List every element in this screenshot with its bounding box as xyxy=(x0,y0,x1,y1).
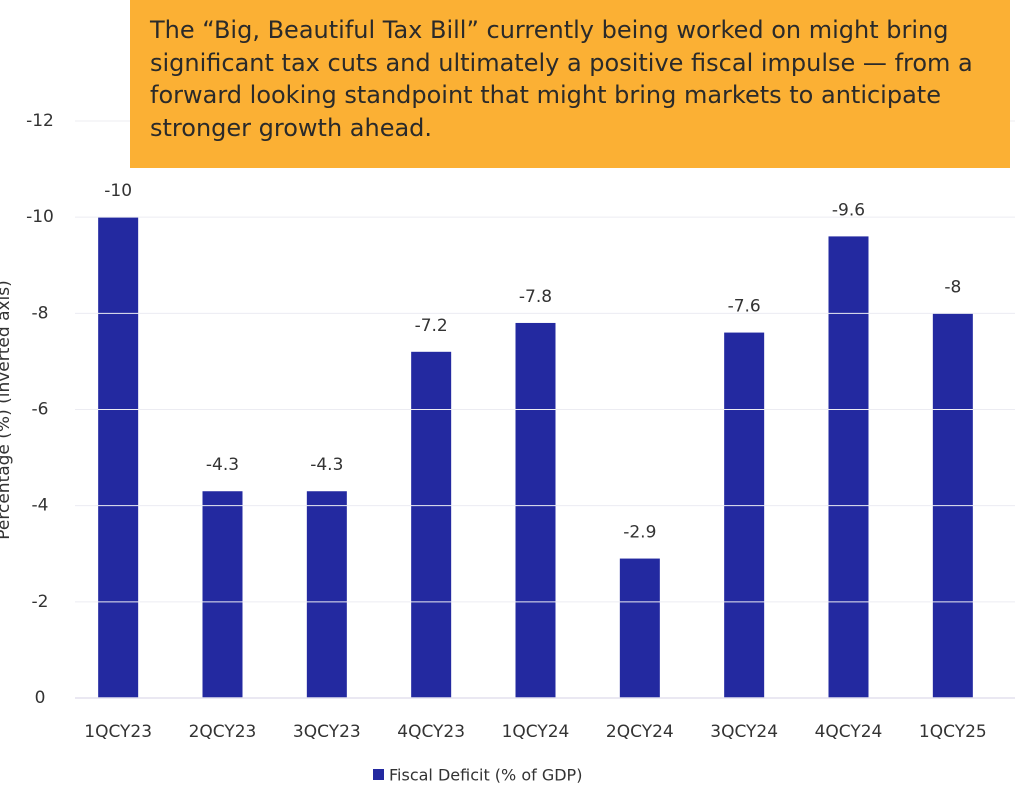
x-tick-label: 4QCY24 xyxy=(815,722,883,742)
legend-label: Fiscal Deficit (% of GDP) xyxy=(389,766,582,785)
bar xyxy=(411,351,452,698)
x-tick-label: 3QCY24 xyxy=(710,722,778,742)
data-label: -8 xyxy=(944,277,961,297)
legend-swatch xyxy=(373,769,384,780)
x-tick-label: 4QCY23 xyxy=(397,722,465,742)
y-tick-label: -2 xyxy=(32,592,49,612)
data-label: -4.3 xyxy=(310,455,343,475)
x-tick-label: 2QCY23 xyxy=(189,722,257,742)
y-tick-label: -6 xyxy=(32,400,49,420)
bar xyxy=(828,236,869,698)
y-tick-label: -12 xyxy=(26,111,54,131)
data-label: -7.8 xyxy=(519,287,552,307)
bar xyxy=(98,217,139,698)
data-label: -2.9 xyxy=(623,523,656,543)
y-tick-label: 0 xyxy=(35,688,46,708)
x-tick-label: 1QCY25 xyxy=(919,722,987,742)
bar xyxy=(202,491,243,698)
y-tick-label: -8 xyxy=(32,303,49,323)
x-tick-label: 1QCY24 xyxy=(502,722,570,742)
x-tick-label: 1QCY23 xyxy=(84,722,152,742)
bar xyxy=(515,322,556,698)
y-tick-label: -4 xyxy=(32,496,49,516)
bar xyxy=(619,558,660,698)
x-tick-label: 3QCY23 xyxy=(293,722,361,742)
data-label: -9.6 xyxy=(832,200,865,220)
data-label: -10 xyxy=(104,181,132,201)
x-tick-label: 2QCY24 xyxy=(606,722,674,742)
y-axis-title: Percentage (%) (inverted axis) xyxy=(0,280,14,540)
data-label: -7.6 xyxy=(728,297,761,317)
bar xyxy=(306,491,347,698)
annotation: The “Big, Beautiful Tax Bill” currently … xyxy=(130,0,1010,168)
data-label: -4.3 xyxy=(206,455,239,475)
bar xyxy=(724,332,765,698)
y-tick-label: -10 xyxy=(26,207,54,227)
data-label: -7.2 xyxy=(415,316,448,336)
